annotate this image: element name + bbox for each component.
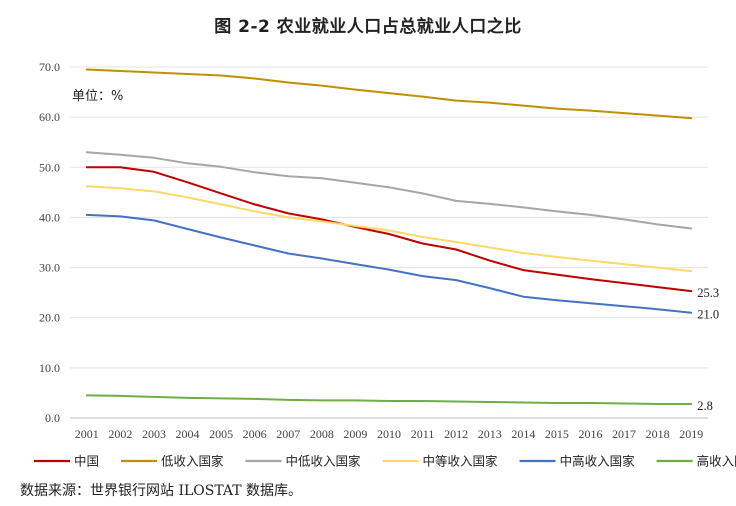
x-tick-label: 2002 <box>108 427 132 441</box>
x-tick-label: 2005 <box>209 427 233 441</box>
y-tick-label: 70.0 <box>39 60 60 74</box>
x-tick-label: 2001 <box>75 427 99 441</box>
x-tick-label: 2006 <box>243 427 267 441</box>
legend-label: 低收入国家 <box>161 454 224 469</box>
legend-item-低收入国家: 低收入国家 <box>121 454 224 469</box>
legend: 中国 低收入国家 中低收入国家 中等收入国家 中高收入国家 高收入国家 <box>34 454 736 469</box>
series-line-中等收入国家 <box>85 185 693 273</box>
end-label-高收入国家: 2.8 <box>697 399 713 413</box>
x-tick-label: 2004 <box>176 427 200 441</box>
legend-label: 高收入国家 <box>697 454 736 469</box>
y-tick-label: 20.0 <box>39 311 60 325</box>
y-tick-label: 10.0 <box>39 361 60 375</box>
x-tick-label: 2019 <box>679 427 703 441</box>
x-tick-label: 2014 <box>511 427 535 441</box>
series-line-低收入国家 <box>85 68 693 120</box>
series-line-高收入国家 <box>85 394 693 405</box>
x-tick-label: 2010 <box>377 427 401 441</box>
x-tick-label: 2017 <box>612 427 636 441</box>
x-tick-label: 2008 <box>310 427 334 441</box>
x-tick-label: 2011 <box>411 427 435 441</box>
end-label-中高收入国家: 21.0 <box>697 308 719 322</box>
y-tick-label: 30.0 <box>39 261 60 275</box>
series-line-中低收入国家 <box>85 151 693 230</box>
x-tick-label: 2015 <box>545 427 569 441</box>
end-labels: 25.3 21.0 2.8 <box>697 286 719 413</box>
legend-item-中等收入国家: 中等收入国家 <box>382 454 499 469</box>
unit-label: 单位：% <box>72 89 123 104</box>
legend-label: 中等收入国家 <box>423 454 499 469</box>
x-axis-ticks: 2001 2002 2003 2004 2005 2006 2007 2008 2009 2010… <box>75 427 703 441</box>
legend-item-中低收入国家: 中低收入国家 <box>245 454 362 469</box>
gridlines <box>70 66 708 419</box>
x-tick-label: 2012 <box>444 427 468 441</box>
x-tick-label: 2007 <box>276 427 300 441</box>
legend-label: 中国 <box>74 454 99 469</box>
series-line-中高收入国家 <box>85 213 693 314</box>
end-label-中国: 25.3 <box>697 286 719 300</box>
y-tick-label: 40.0 <box>39 210 60 224</box>
x-tick-label: 2018 <box>646 427 670 441</box>
x-tick-label: 2009 <box>343 427 367 441</box>
chart-title: 图 2-2 农业就业人口占总就业人口之比 <box>214 17 522 37</box>
series-lines <box>85 68 693 405</box>
series-line-中国 <box>85 166 693 293</box>
legend-label: 中低收入国家 <box>286 454 362 469</box>
legend-label: 中高收入国家 <box>560 454 636 469</box>
legend-item-中国: 中国 <box>34 454 99 469</box>
y-tick-label: 50.0 <box>39 160 60 174</box>
y-tick-label: 0.0 <box>45 411 60 425</box>
x-tick-label: 2016 <box>578 427 602 441</box>
source-note: 数据来源：世界银行网站 ILOSTAT 数据库。 <box>20 483 303 499</box>
y-tick-label: 60.0 <box>39 110 60 124</box>
legend-item-中高收入国家: 中高收入国家 <box>519 454 636 469</box>
x-tick-label: 2013 <box>478 427 502 441</box>
y-axis-ticks: 0.0 10.0 20.0 30.0 40.0 50.0 60.0 70.0 <box>39 60 60 425</box>
legend-item-高收入国家: 高收入国家 <box>656 454 736 469</box>
x-tick-label: 2003 <box>142 427 166 441</box>
